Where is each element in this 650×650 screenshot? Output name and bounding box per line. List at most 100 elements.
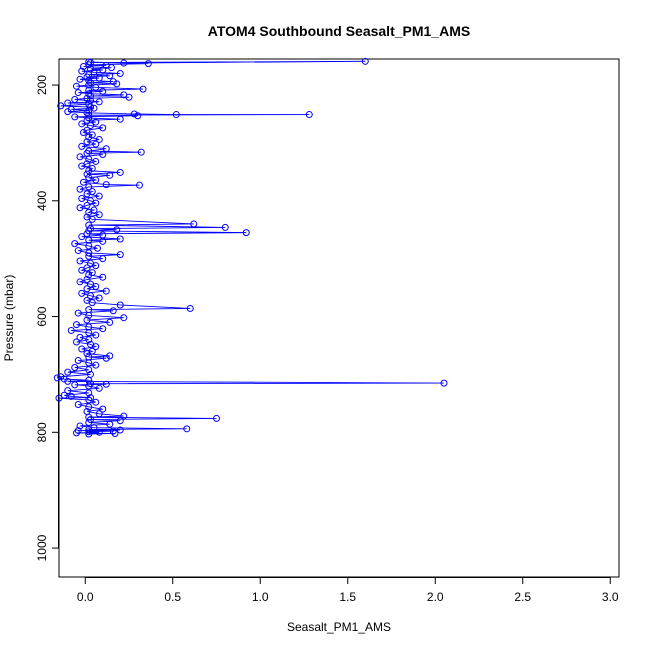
data-point <box>67 326 75 334</box>
data-point <box>74 357 82 365</box>
x-tick-label: 2.5 <box>514 590 531 604</box>
data-point <box>76 153 84 161</box>
data-point <box>83 73 91 81</box>
data-point <box>87 292 94 300</box>
data-point <box>85 418 93 426</box>
data-point <box>85 366 93 374</box>
data-point <box>85 133 93 141</box>
data-point <box>95 211 103 219</box>
data-point <box>99 405 107 413</box>
data-point <box>99 66 107 74</box>
data-point <box>74 401 82 409</box>
data-point <box>85 425 93 433</box>
data-point <box>73 429 80 437</box>
data-point <box>99 325 107 333</box>
data-point <box>116 417 124 425</box>
data-point <box>83 116 91 124</box>
data-point <box>116 301 124 309</box>
data-point <box>76 185 84 193</box>
data-point <box>67 105 75 113</box>
data-point <box>92 157 100 165</box>
data-point <box>85 167 93 175</box>
data-point <box>95 384 103 392</box>
data-point <box>78 345 86 353</box>
data-point <box>74 309 82 317</box>
data-point <box>85 249 93 257</box>
x-tick-label: 1.0 <box>252 590 269 604</box>
data-point <box>92 343 100 351</box>
data-point <box>106 318 114 326</box>
data-point <box>85 208 93 216</box>
x-tick-label: 0.5 <box>164 590 181 604</box>
data-point <box>64 99 72 107</box>
data-point <box>78 120 86 128</box>
data-point <box>99 87 107 95</box>
data-point <box>102 354 110 362</box>
data-point <box>190 220 198 228</box>
data-point <box>85 428 93 436</box>
data-point <box>92 361 100 369</box>
x-tick-label: 1.5 <box>339 590 356 604</box>
data-point <box>95 192 103 200</box>
data-point <box>99 237 107 245</box>
data-point <box>85 271 93 279</box>
data-point <box>116 115 124 123</box>
data-point <box>57 373 65 381</box>
y-axis: 200 400 600 800 1000 <box>35 75 59 561</box>
data-point <box>76 75 84 83</box>
data-point <box>85 389 93 397</box>
y-tick-label: 600 <box>35 306 49 326</box>
data-point <box>108 64 115 72</box>
data-point <box>78 162 86 170</box>
data-point <box>106 352 114 360</box>
data-point <box>85 403 93 411</box>
x-axis: 0.0 0.5 1.0 1.5 2.0 2.5 3.0 <box>77 577 619 604</box>
data-point <box>57 102 65 110</box>
data-point <box>109 78 117 86</box>
data-point <box>106 72 114 80</box>
data-point <box>64 368 72 376</box>
data-point <box>116 168 124 176</box>
data-point <box>92 83 100 91</box>
data-point <box>95 135 103 143</box>
data-point <box>64 377 72 385</box>
data-point <box>137 148 145 156</box>
data-point <box>102 145 110 153</box>
data-point <box>130 110 138 118</box>
data-point <box>78 233 86 241</box>
data-point <box>87 122 94 130</box>
data-point <box>116 69 124 77</box>
data-point <box>67 392 75 400</box>
data-point <box>99 124 107 132</box>
data-point <box>92 282 100 290</box>
data-point <box>80 129 87 137</box>
data-point <box>144 60 152 68</box>
data-point <box>92 199 100 207</box>
data-point <box>183 425 191 433</box>
data-point <box>80 63 87 71</box>
data-point <box>85 430 93 438</box>
data-point <box>92 176 100 184</box>
data-point <box>125 93 133 101</box>
data-point <box>88 299 96 307</box>
data-point <box>85 252 93 260</box>
data-point <box>76 278 84 286</box>
data-point <box>102 380 110 388</box>
data-point <box>85 329 93 337</box>
data-point <box>83 316 91 324</box>
data-point <box>99 273 107 281</box>
data-point <box>74 89 82 97</box>
series-line <box>57 60 445 435</box>
data-point <box>55 394 63 402</box>
data-point <box>85 396 93 404</box>
data-point <box>88 164 96 172</box>
x-tick-label: 3.0 <box>602 590 619 604</box>
data-point <box>53 374 61 382</box>
data-point <box>99 150 107 158</box>
data-point <box>83 201 91 209</box>
data-point <box>83 230 91 238</box>
data-point <box>78 194 86 202</box>
data-point <box>95 410 103 418</box>
data-point <box>88 131 96 139</box>
data-point <box>83 170 91 178</box>
